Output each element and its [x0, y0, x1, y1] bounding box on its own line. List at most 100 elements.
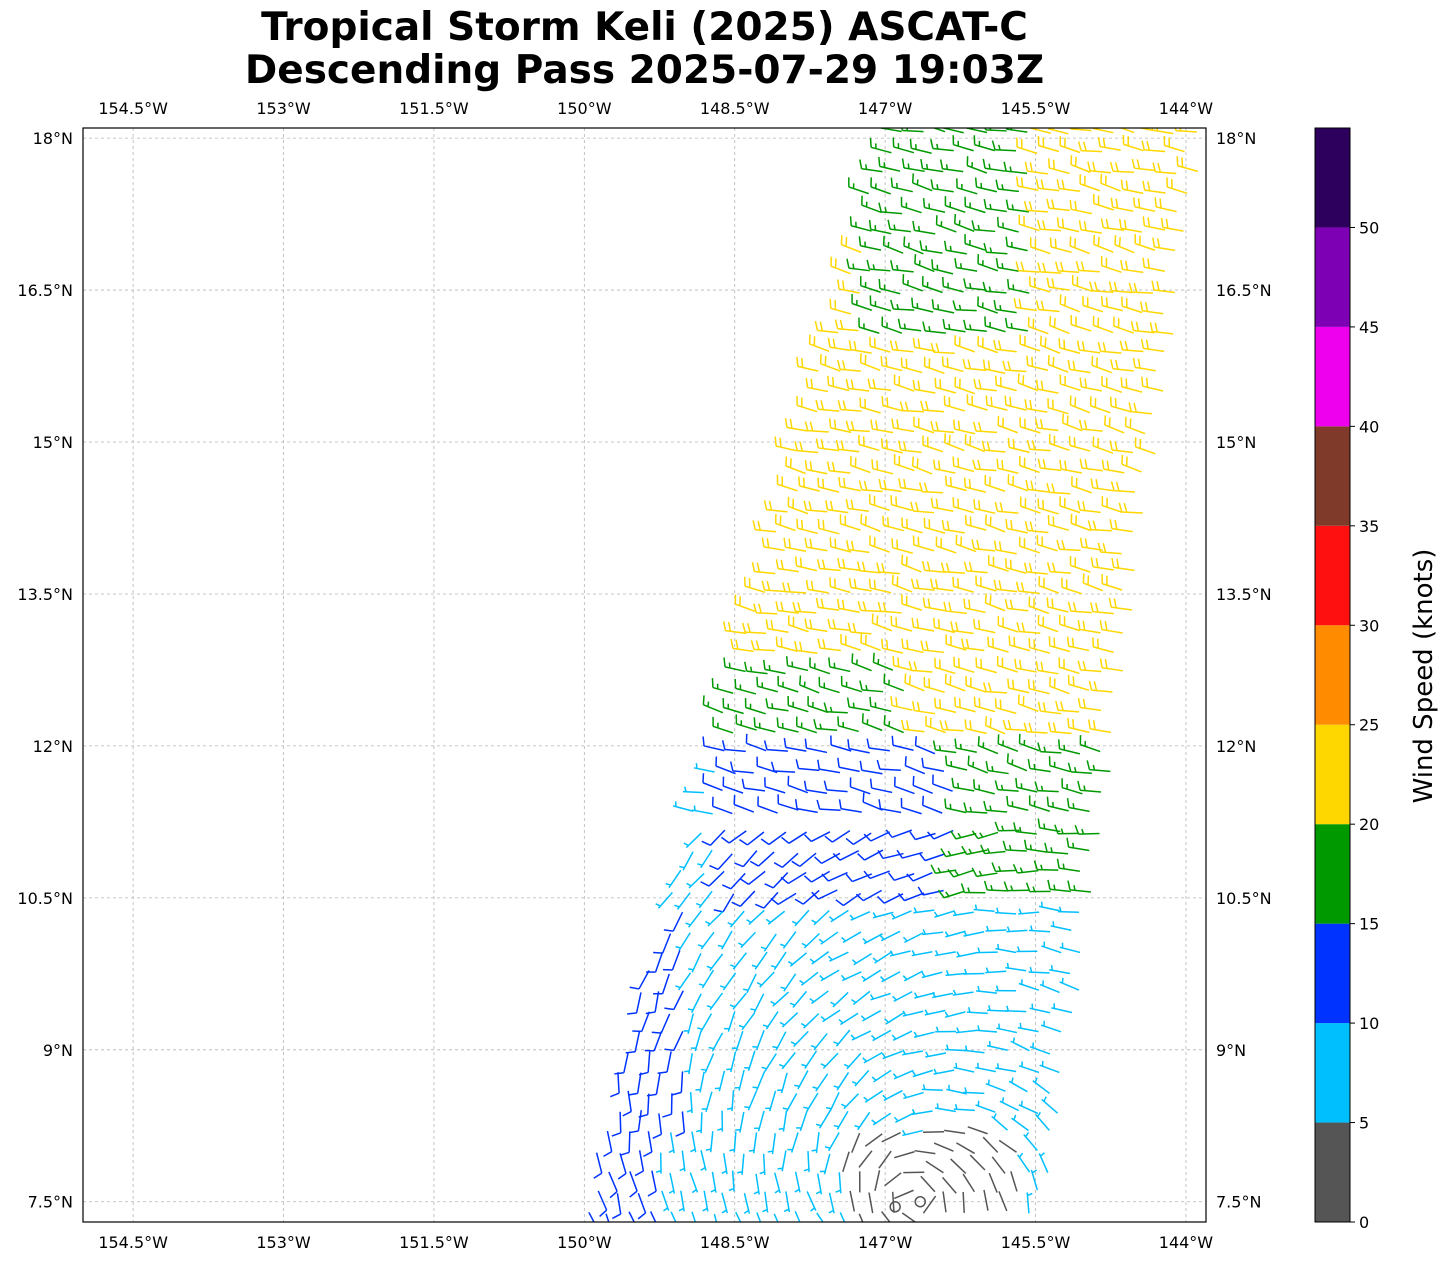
wind-barb [787, 1132, 799, 1153]
wind-barb [982, 158, 1006, 172]
wind-barb [830, 735, 852, 752]
wind-barb [870, 1029, 892, 1042]
wind-barb [991, 1156, 1006, 1174]
wind-barb [880, 438, 903, 454]
wind-barb [721, 872, 746, 890]
colorbar-bin [1315, 724, 1350, 825]
wind-barb [779, 1012, 799, 1028]
wind-barb [722, 621, 747, 635]
wind-barb [883, 673, 905, 692]
wind-barb [1012, 864, 1039, 874]
wind-barb [902, 1010, 924, 1017]
wind-barb [593, 1152, 603, 1179]
wind-barb [804, 738, 828, 754]
wind-barb [1054, 261, 1080, 274]
wind-barb [762, 1191, 769, 1213]
wind-barb [745, 733, 767, 752]
wind-barb [891, 418, 915, 433]
wind-barb [913, 416, 935, 434]
wind-barb [975, 575, 997, 592]
wind-barb [838, 799, 862, 813]
wind-barb [930, 497, 954, 512]
wind-barb [1132, 197, 1156, 213]
wind-barb [705, 910, 724, 927]
wind-barb [829, 298, 852, 315]
wind-barb [1049, 237, 1072, 253]
wind-barb [801, 1050, 818, 1069]
wind-barb [845, 420, 870, 433]
wind-barb [858, 1150, 873, 1168]
wind-barb [1024, 520, 1049, 534]
wind-barb [1079, 174, 1101, 192]
wind-barb [1018, 1100, 1039, 1115]
lon-tick-label-top: 153°W [256, 99, 311, 118]
wind-barb [932, 459, 956, 474]
wind-barb [872, 950, 893, 964]
colorbar-bin [1315, 525, 1350, 626]
wind-barb [817, 518, 840, 535]
wind-barb [1140, 338, 1165, 353]
wind-barb [998, 1139, 1017, 1153]
wind-barb [922, 929, 944, 936]
wind-barb [1015, 581, 1040, 595]
wind-barb [1134, 437, 1156, 455]
wind-barb [1078, 419, 1103, 432]
wind-barb [930, 578, 954, 592]
wind-barb [773, 1213, 779, 1222]
wind-barb [1013, 297, 1037, 312]
wind-barb [900, 196, 922, 214]
wind-barb [901, 594, 923, 611]
wind-barb [985, 1079, 1006, 1092]
wind-barb [1110, 359, 1134, 372]
wind-barb [1122, 134, 1144, 152]
wind-barb [952, 989, 974, 996]
wind-barb [1048, 158, 1070, 175]
wind-barb [1099, 620, 1123, 634]
wind-barb [854, 1111, 871, 1131]
wind-barb [921, 971, 943, 979]
wind-barb [1067, 674, 1090, 691]
wind-barb [882, 1089, 903, 1102]
wind-barb [953, 214, 975, 233]
wind-barb [804, 618, 828, 633]
wind-barb [849, 777, 871, 795]
wind-barb [862, 1051, 883, 1064]
wind-barb [775, 559, 799, 573]
wind-barb [1071, 275, 1093, 293]
wind-barb [798, 476, 820, 492]
wind-barb [1069, 236, 1090, 255]
wind-barb [1038, 576, 1059, 594]
wind-barb [1005, 519, 1028, 534]
wind-barb [980, 844, 1006, 855]
wind-barb [982, 682, 1008, 694]
wind-barb [701, 1053, 715, 1074]
wind-barb [726, 1090, 735, 1112]
wind-barb [1036, 535, 1058, 552]
wind-barb [919, 240, 943, 254]
wind-barb [849, 1190, 856, 1212]
wind-barb [904, 756, 926, 775]
wind-barb [765, 1090, 777, 1112]
wind-barb [984, 128, 1007, 132]
wind-barb [1013, 822, 1037, 835]
wind-barb [863, 870, 890, 880]
wind-barb [941, 1176, 957, 1194]
wind-barb [911, 950, 933, 957]
wind-barb [962, 1173, 976, 1193]
wind-barb [1037, 136, 1060, 153]
wind-barb [1120, 377, 1143, 393]
wind-barb [752, 1030, 765, 1051]
wind-barb [851, 990, 871, 1005]
wind-barb [923, 676, 945, 694]
wind-barb [634, 1150, 645, 1177]
wind-barb [890, 615, 913, 632]
wind-barb [869, 137, 892, 154]
wind-barb [984, 716, 1006, 735]
wind-barb [700, 870, 725, 887]
wind-barb [952, 497, 974, 514]
wind-barb [901, 1212, 917, 1222]
wind-barb [653, 933, 672, 954]
wind-barb [721, 830, 747, 844]
wind-barb [923, 1131, 945, 1134]
wind-barb [1077, 660, 1102, 673]
